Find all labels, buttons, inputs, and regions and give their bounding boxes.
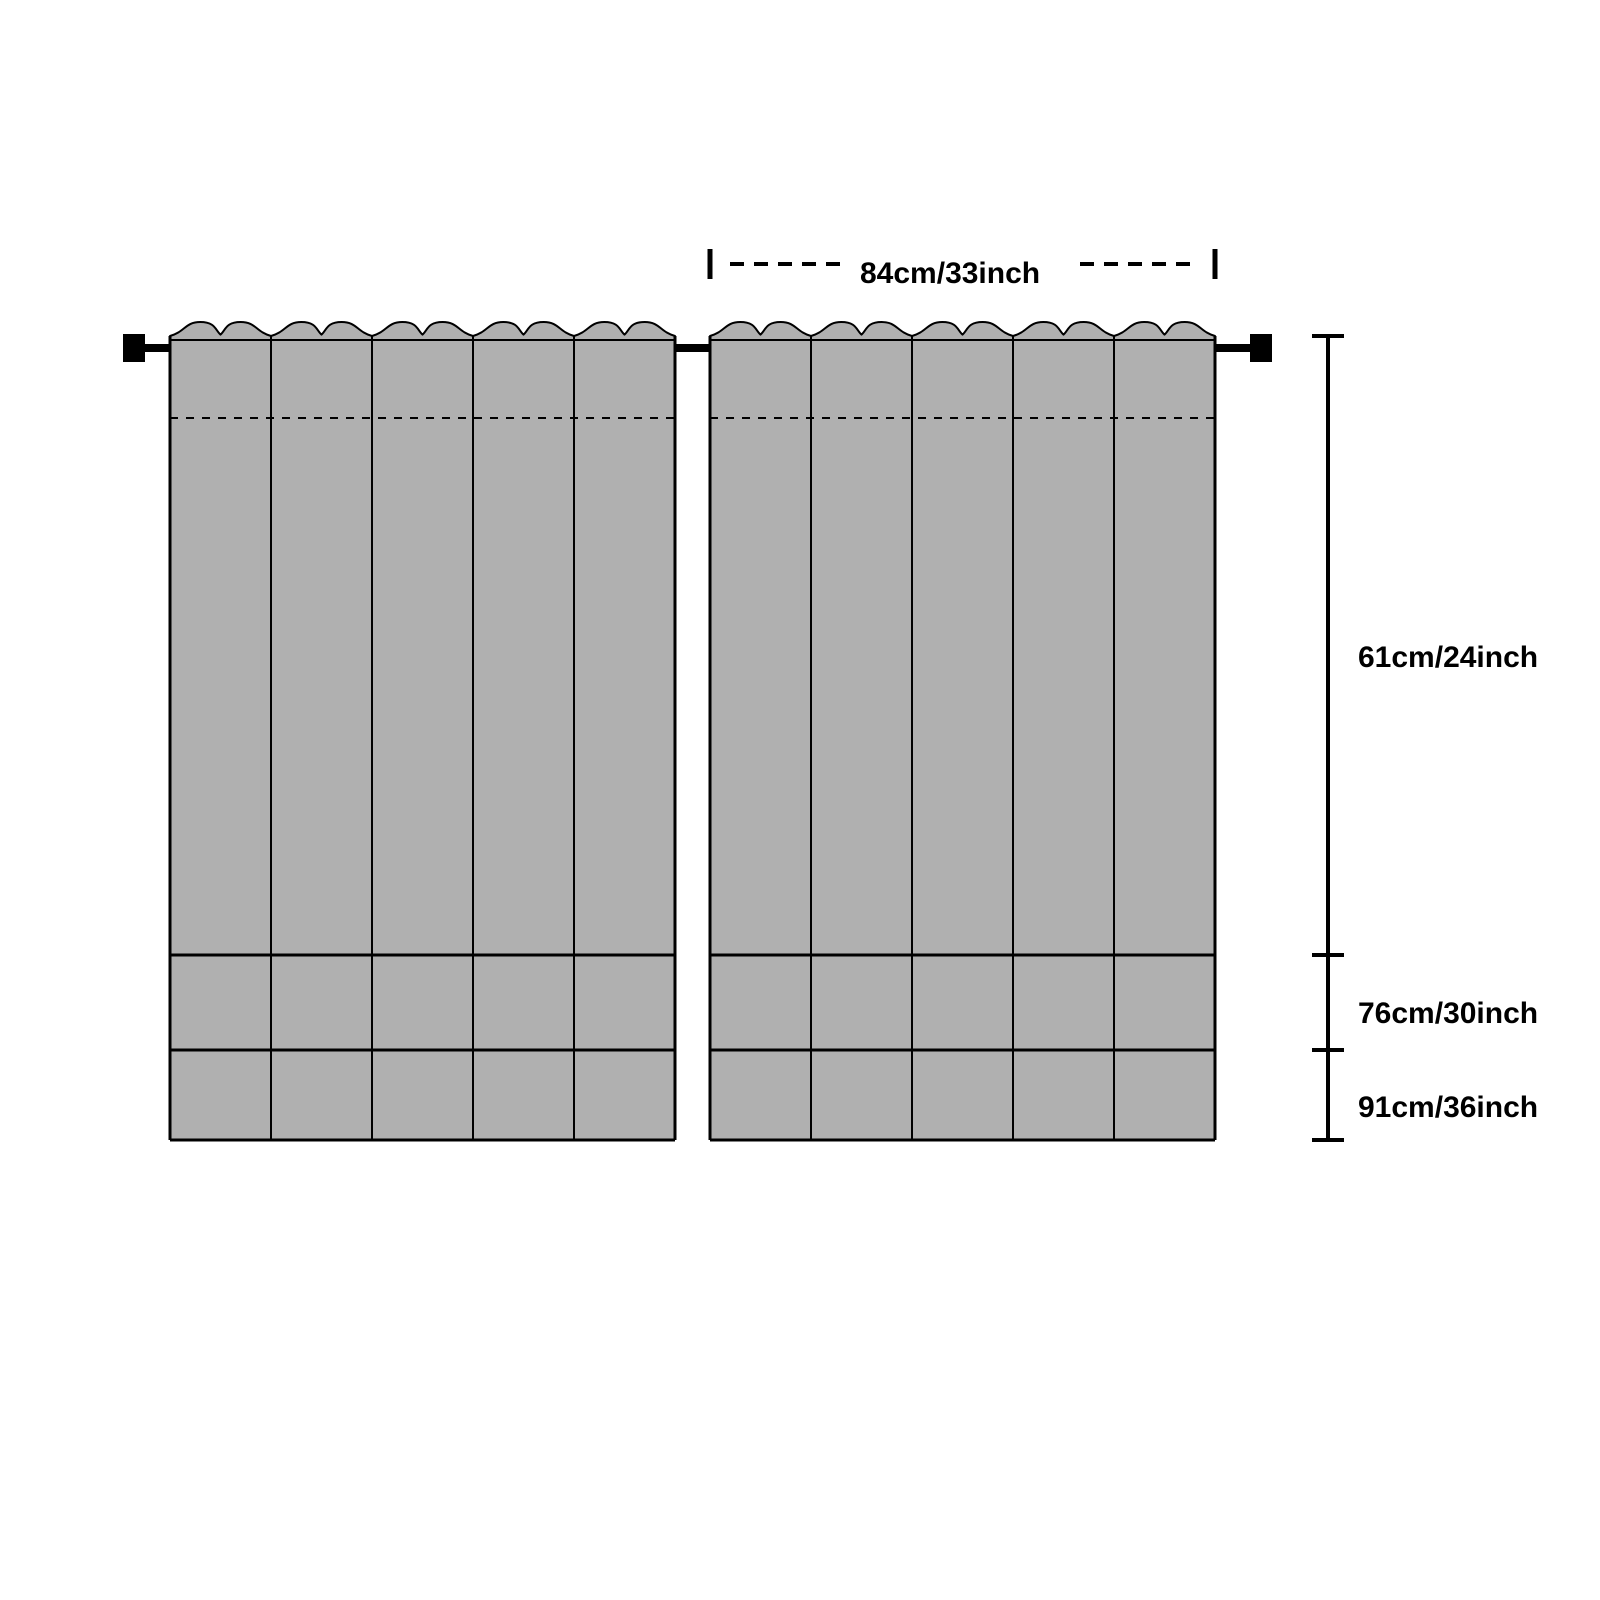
height-label-36in: 91cm/36inch (1358, 1091, 1538, 1125)
curtain-dimension-diagram: 84cm/33inch 61cm/24inch 76cm/30inch 91cm… (0, 0, 1600, 1600)
height-label-30in: 76cm/30inch (1358, 997, 1538, 1031)
height-label-24in: 61cm/24inch (1358, 641, 1538, 675)
diagram-svg (0, 0, 1600, 1600)
width-label: 84cm/33inch (860, 257, 1040, 291)
